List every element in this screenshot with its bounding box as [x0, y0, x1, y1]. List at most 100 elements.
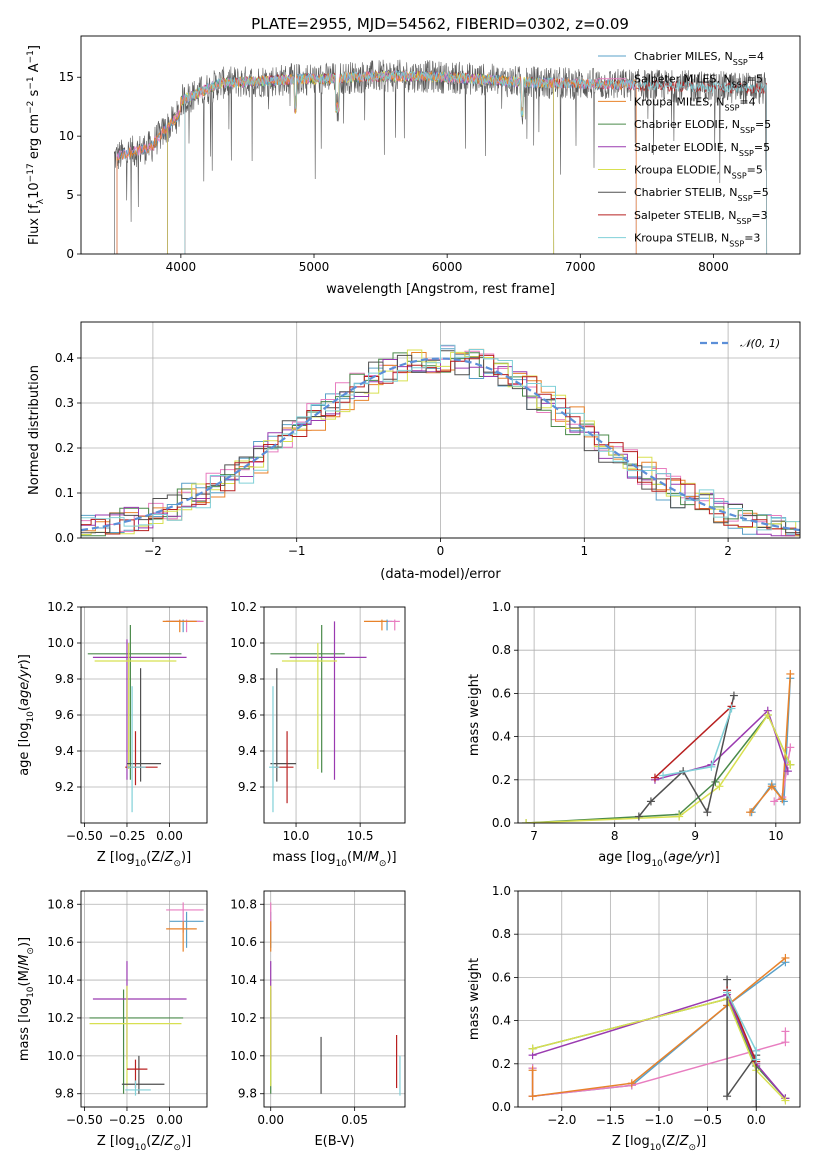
x-tick-label: 5000 [299, 260, 330, 274]
mass-weight-series [654, 705, 733, 779]
y-tick-label: 10 [59, 129, 74, 143]
legend-value: =4 [748, 50, 764, 63]
errorbars [270, 902, 401, 1096]
mass-weight-lines [528, 953, 790, 1107]
label-text: (Z/ [146, 1134, 165, 1149]
x-tick-label: 10.0 [283, 829, 310, 843]
figure-title: PLATE=2955, MJD=54562, FIBERID=0302, z=0… [251, 15, 629, 33]
y-tick-label: 0.0 [55, 531, 74, 545]
label-text: log [17, 998, 32, 1018]
legend-label: Chabrier MILES, NSSP=4 [634, 50, 764, 67]
label-text: log [632, 850, 652, 865]
legend-label: Kroupa MILES, NSSP=4 [634, 95, 756, 112]
y-tick-label: 9.6 [238, 708, 257, 722]
x-tick-label: 2 [724, 544, 732, 558]
legend-label: Salpeter STELIB, NSSP=3 [634, 209, 768, 226]
legend-value: =3 [751, 209, 767, 222]
legend-subscript: SSP [729, 239, 744, 248]
legend-label: Salpeter ELODIE, NSSP=5 [634, 141, 770, 158]
label-italic: age/yr [17, 663, 32, 706]
label-text: log [316, 850, 336, 865]
y-tick-label: 0.0 [492, 1100, 511, 1114]
y-tick-label: 0.6 [492, 686, 511, 700]
mass-weight-series [526, 713, 791, 823]
x-tick-label: −2 [144, 544, 162, 558]
x-tick-label: −0.50 [66, 829, 103, 843]
spectrum-panel: 4000 5000 6000 7000 8000 0 5 10 15 Chabrier MILES… [26, 35, 801, 297]
legend-subscript: SSP [732, 171, 747, 180]
label-text: Z [679, 1134, 690, 1149]
x-tick-label: 8000 [698, 260, 729, 274]
histogram-series [81, 348, 800, 537]
label-text: )] [696, 1134, 706, 1149]
label-text: log [115, 850, 135, 865]
y-axis-label: Flux [fλ10−17 erg cm−2 s−1 A−1] [26, 45, 46, 245]
label-text: log [115, 1134, 135, 1149]
x-tick-label: 0.05 [341, 1113, 368, 1127]
y-tick-label: 0.4 [492, 1014, 511, 1028]
label-text: log [630, 1134, 650, 1149]
x-tick-label: −1 [288, 544, 306, 558]
spectrum-line [167, 70, 555, 254]
spectrum-line [184, 69, 768, 254]
mass-weight-series [726, 979, 757, 1107]
y-tick-label: 0.2 [492, 1057, 511, 1071]
y-tick-label: 0 [66, 247, 74, 261]
legend-label: Kroupa ELODIE, NSSP=5 [634, 164, 763, 181]
label-text: age [ [598, 850, 631, 865]
label-text: (M/ [347, 850, 368, 865]
legend-text: Chabrier ELODIE, N [634, 118, 740, 131]
histogram-series [81, 344, 800, 537]
spectrum-line [167, 70, 555, 254]
label-subscript: ⊙ [173, 859, 181, 869]
label-text: M [17, 955, 32, 966]
label-subscript: ⊙ [688, 1143, 696, 1153]
y-tick-label: 1.0 [492, 600, 511, 614]
histogram-series [81, 354, 800, 536]
label-text: )] [710, 850, 720, 865]
legend-subscript: SSP [739, 148, 754, 157]
y-tick-label: 0.4 [55, 351, 74, 365]
mass-weight-series [526, 713, 791, 823]
y-tick-label: 1.0 [492, 884, 511, 898]
legend-text: Kroupa ELODIE, N [634, 164, 732, 177]
mass-weight-series [654, 709, 789, 781]
errorbars [89, 902, 204, 1096]
legend-value: =5 [747, 73, 763, 86]
y-axis-label-part: −1 [26, 76, 36, 89]
x-tick-label: 7000 [565, 260, 596, 274]
axes-frame [80, 321, 801, 539]
y-axis-label-part: Flux [f [27, 204, 42, 245]
mass-vs-metallicity-panel: −0.50 −0.25 0.00 9.8 10.0 10.2 10.4 10.6 10.8 Z [… [17, 890, 208, 1153]
x-tick-label: −0.50 [66, 1113, 103, 1127]
label-text: mass weight [467, 958, 482, 1040]
y-axis-label-part: −1 [26, 50, 36, 63]
y-tick-label: 9.2 [55, 780, 74, 794]
y-axis-label: mass weight [467, 674, 482, 756]
x-tick-label: 1 [580, 544, 588, 558]
y-tick-label: 10.2 [230, 1011, 257, 1025]
y-tick-label: 10.4 [47, 973, 74, 987]
y-tick-label: 0.2 [55, 441, 74, 455]
label-subscript: ⊙ [26, 947, 36, 955]
x-tick-label: 9 [691, 829, 699, 843]
x-tick-label: 0.00 [156, 829, 183, 843]
label-text: )] [181, 850, 191, 865]
legend-value: =5 [754, 141, 770, 154]
x-axis-label: Z [log10(Z/Z⊙)] [97, 1134, 191, 1153]
label-text: E(B-V) [314, 1134, 354, 1149]
label-subscript: 10 [135, 1143, 147, 1153]
axes-frame [263, 606, 406, 824]
label-subscript: ⊙ [379, 859, 387, 869]
spectrum-line [167, 70, 555, 254]
x-axis-label: Z [log10(Z/Z⊙)] [97, 850, 191, 869]
label-text: ( [17, 706, 32, 711]
x-tick-label: −1.5 [596, 1113, 625, 1127]
legend-value: =5 [747, 164, 763, 177]
legend-subscript: SSP [736, 216, 751, 225]
legend-value: =5 [755, 118, 771, 131]
label-text: mass weight [467, 674, 482, 756]
label-text: )] [181, 1134, 191, 1149]
histogram-series [81, 349, 800, 537]
